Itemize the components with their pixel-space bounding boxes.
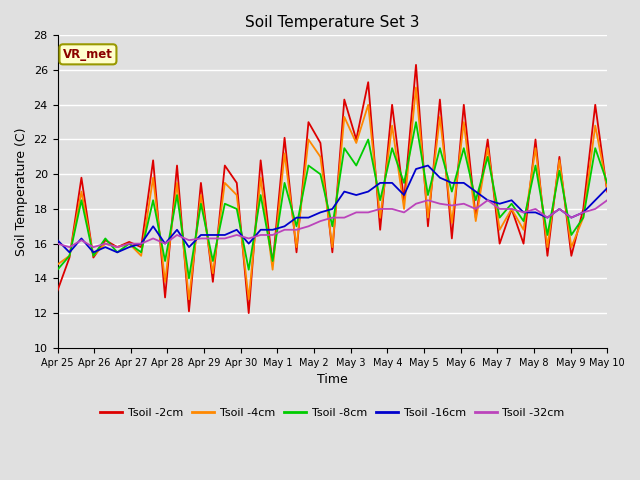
Text: VR_met: VR_met	[63, 48, 113, 61]
Title: Soil Temperature Set 3: Soil Temperature Set 3	[245, 15, 420, 30]
Legend: Tsoil -2cm, Tsoil -4cm, Tsoil -8cm, Tsoil -16cm, Tsoil -32cm: Tsoil -2cm, Tsoil -4cm, Tsoil -8cm, Tsoi…	[95, 403, 569, 422]
X-axis label: Time: Time	[317, 373, 348, 386]
Y-axis label: Soil Temperature (C): Soil Temperature (C)	[15, 127, 28, 256]
